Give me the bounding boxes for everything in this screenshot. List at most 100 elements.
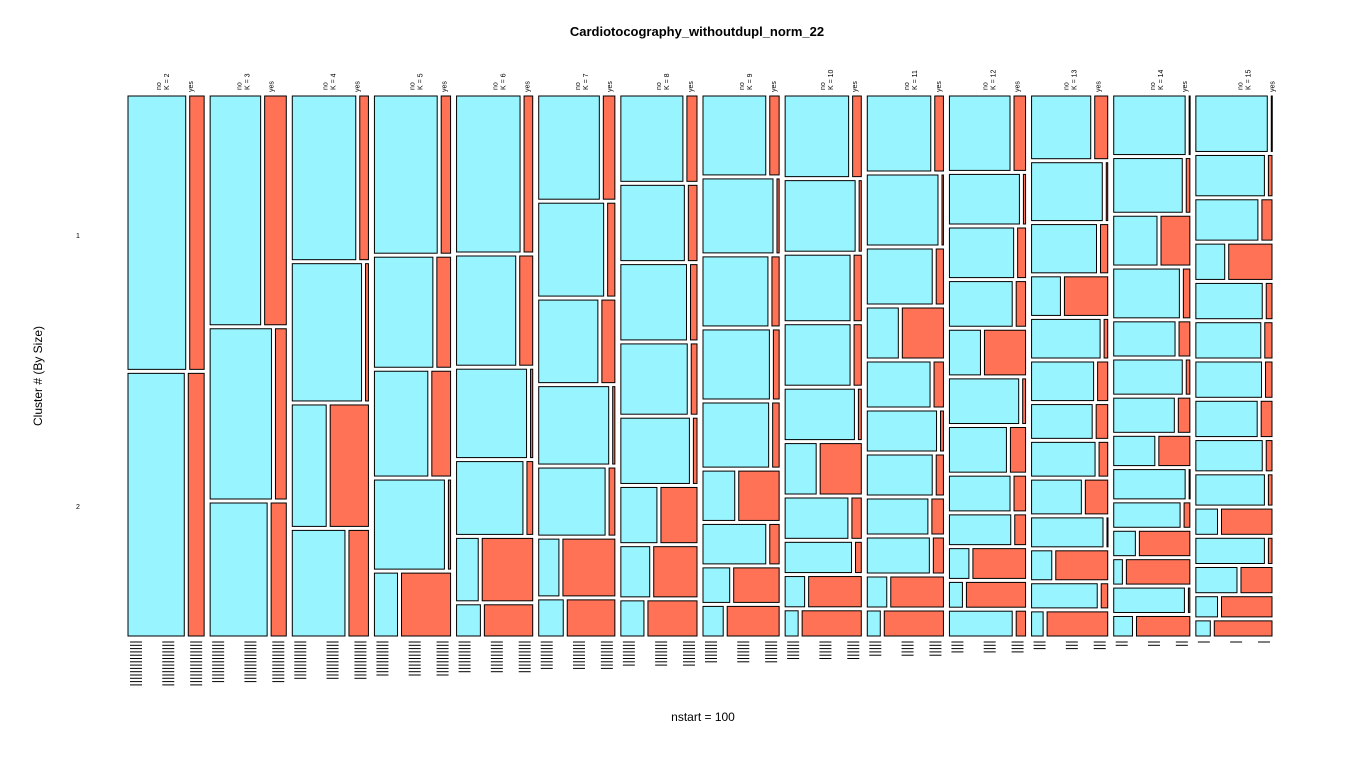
- tile-yes: [726, 605, 780, 637]
- tile-no: [456, 368, 528, 459]
- tile-yes: [601, 299, 616, 384]
- y-tick-label-2: 2: [76, 504, 80, 511]
- tile-yes: [440, 95, 452, 254]
- tile-yes: [772, 402, 780, 468]
- tile-no: [127, 372, 185, 637]
- panel-class-label-no: no: [237, 82, 244, 90]
- panel-class-label-no: no: [1237, 82, 1244, 90]
- tile-no: [1031, 224, 1097, 274]
- tile-no: [784, 610, 799, 637]
- tile-yes: [1177, 397, 1191, 433]
- tile-yes: [1100, 224, 1109, 274]
- x-axis-label: nstart = 100: [671, 710, 735, 724]
- tile-yes: [941, 174, 944, 246]
- tile-yes: [1240, 567, 1273, 594]
- tile-yes: [653, 546, 698, 598]
- tile-no: [127, 95, 187, 370]
- tile-yes: [933, 361, 944, 408]
- tile-no: [1195, 361, 1263, 398]
- tile-no: [1195, 154, 1265, 197]
- panel-k-label: K = 3: [245, 73, 252, 90]
- tile-yes: [769, 523, 780, 565]
- panel-class-label-yes: yes: [1096, 81, 1103, 92]
- tile-yes: [483, 604, 534, 637]
- tile-yes: [1135, 615, 1191, 637]
- tile-yes: [686, 95, 698, 182]
- tile-yes: [983, 329, 1027, 376]
- tile-yes: [1098, 441, 1109, 477]
- tile-no: [373, 479, 445, 570]
- tile-yes: [1055, 550, 1109, 581]
- tile-yes: [1105, 162, 1109, 222]
- tile-yes: [1158, 435, 1191, 467]
- tile-yes: [447, 479, 452, 570]
- tile-no: [702, 567, 731, 603]
- tile-no: [620, 486, 658, 544]
- tile-no: [866, 248, 933, 305]
- tile-no: [948, 581, 963, 608]
- tile-yes: [530, 368, 534, 459]
- panel-class-label-yes: yes: [1269, 81, 1276, 92]
- tile-yes: [189, 95, 205, 370]
- panel-k-label: K = 8: [664, 73, 671, 90]
- tile-yes: [1183, 502, 1191, 528]
- panel-class-label-no: no: [575, 82, 582, 90]
- tile-no: [291, 95, 357, 261]
- tile-yes: [940, 410, 944, 452]
- tile-no: [1113, 469, 1186, 500]
- panel-class-label-yes: yes: [852, 81, 859, 92]
- tile-no: [1031, 276, 1061, 316]
- tile-no: [1031, 318, 1101, 359]
- tile-no: [620, 417, 690, 484]
- tile-yes: [690, 343, 698, 415]
- tile-yes: [1015, 281, 1027, 327]
- tile-yes: [1260, 400, 1273, 438]
- tile-no: [1195, 567, 1238, 594]
- tile-no: [456, 255, 517, 366]
- panel-k-label: K = 11: [912, 70, 919, 90]
- tile-no: [373, 370, 429, 477]
- tile-yes: [359, 95, 369, 261]
- tile-yes: [1221, 508, 1273, 535]
- tile-no: [702, 402, 770, 468]
- panel-class-label-yes: yes: [688, 81, 695, 92]
- tile-no: [866, 537, 930, 574]
- tile-no: [784, 180, 856, 252]
- panel-class-label-no: no: [409, 82, 416, 90]
- tile-no: [291, 404, 327, 527]
- mosaic-panels: no K = 2 yes no K = 3 yes no K = 4 yes no K = 5 yes…: [127, 69, 1276, 686]
- panel-class-label-yes: yes: [607, 81, 614, 92]
- tile-no: [1195, 322, 1262, 359]
- tile-no: [1031, 550, 1053, 581]
- tile-no: [1195, 95, 1268, 152]
- tile-yes: [365, 263, 369, 402]
- tile-no: [948, 329, 981, 376]
- tile-yes: [931, 498, 944, 535]
- tile-yes: [932, 537, 944, 574]
- tile-no: [866, 307, 899, 359]
- tile-no: [784, 443, 817, 495]
- tile-no: [866, 410, 938, 452]
- tile-yes: [647, 600, 698, 637]
- tile-no: [1113, 502, 1181, 528]
- tile-no: [1113, 397, 1175, 433]
- tile-no: [702, 178, 774, 254]
- tile-yes: [1188, 95, 1191, 156]
- tile-yes: [690, 264, 698, 341]
- tile-yes: [972, 548, 1027, 579]
- tile-yes: [1013, 95, 1027, 171]
- tile-no: [1195, 508, 1219, 535]
- panel-class-label-no: no: [1064, 82, 1071, 90]
- tile-yes: [401, 572, 452, 637]
- tile-no: [456, 604, 481, 637]
- tile-yes: [1267, 537, 1273, 565]
- panel-k-label: K = 7: [583, 73, 590, 90]
- tile-no: [784, 388, 855, 441]
- tile-yes: [264, 95, 287, 326]
- tile-no: [866, 498, 929, 535]
- tile-yes: [1221, 596, 1273, 618]
- tile-no: [620, 546, 651, 598]
- tile-yes: [733, 567, 780, 603]
- tile-no: [1113, 95, 1186, 156]
